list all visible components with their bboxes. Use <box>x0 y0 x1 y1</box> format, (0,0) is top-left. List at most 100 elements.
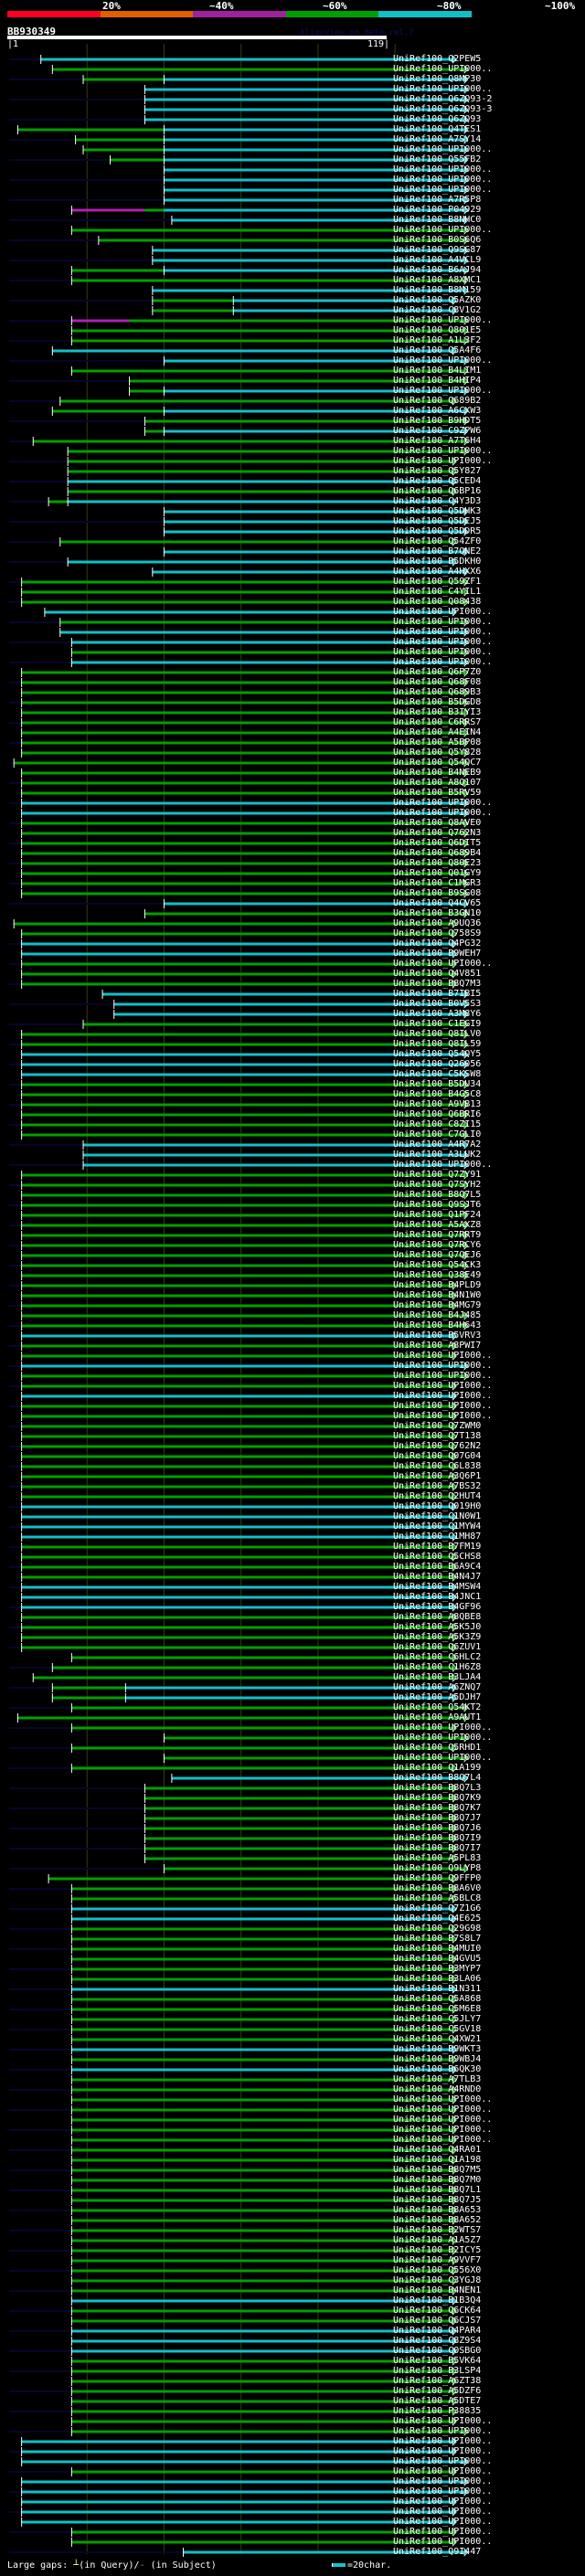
hit-label[interactable]: UniRef100_Q5Y828 <box>393 747 482 758</box>
hit-label[interactable]: UniRef100_B6QK30 <box>393 2064 482 2074</box>
hit-label[interactable]: UniRef100_Q54CK3 <box>393 1260 482 1270</box>
hit-label[interactable]: UniRef100_Q01GY9 <box>393 868 482 878</box>
hit-label[interactable]: UniRef100_Q4V851 <box>393 969 482 979</box>
hit-label[interactable]: UniRef100_B5DKH0 <box>393 557 482 567</box>
hit-label[interactable]: UniRef100_Q5CED4 <box>393 476 482 486</box>
hit-label[interactable]: UniRef100_B8Q7L5 <box>393 1190 482 1200</box>
hit-label[interactable]: UniRef100_B0S6Q6 <box>393 235 482 245</box>
hit-label[interactable]: UniRef100_B8Q7K9 <box>393 1793 482 1803</box>
hit-label[interactable]: UniRef100_B4LIM1 <box>393 366 482 376</box>
hit-label[interactable]: UniRef100_B4NEN1 <box>393 2285 482 2295</box>
hit-label[interactable]: UniRef100_Q54QC7 <box>393 758 482 768</box>
hit-label[interactable]: UniRef100_UPI000.. <box>393 185 493 195</box>
hit-label[interactable]: UniRef100_B5RV59 <box>393 788 482 798</box>
hit-label[interactable]: UniRef100_B9SG08 <box>393 888 482 898</box>
hit-label[interactable]: UniRef100_B5DU34 <box>393 1079 482 1089</box>
hit-label[interactable]: UniRef100_A3LUK2 <box>393 1150 482 1160</box>
hit-label[interactable]: UniRef100_UPI000.. <box>393 1723 493 1733</box>
hit-label[interactable]: UniRef100_Q9FFP0 <box>393 1873 482 1883</box>
hit-label[interactable]: UniRef100_A6CXW3 <box>393 406 482 416</box>
hit-label[interactable]: UniRef100_B4NEB9 <box>393 768 482 778</box>
hit-label[interactable]: UniRef100_B7QNE2 <box>393 546 482 557</box>
hit-label[interactable]: UniRef100_B4HIP4 <box>393 376 482 386</box>
hit-label[interactable]: UniRef100_UPI000.. <box>393 355 493 366</box>
hit-label[interactable]: UniRef100_A7TLB3 <box>393 2074 482 2084</box>
hit-label[interactable]: UniRef100_Q758S9 <box>393 928 482 938</box>
hit-label[interactable]: UniRef100_B8NHC0 <box>393 215 482 225</box>
hit-label[interactable]: UniRef100_Q6BRI6 <box>393 1109 482 1119</box>
hit-label[interactable]: UniRef100_Q59ZF1 <box>393 577 482 587</box>
hit-label[interactable]: UniRef100_Q7ZY91 <box>393 1170 482 1180</box>
hit-label[interactable]: UniRef100_Q4PG32 <box>393 938 482 949</box>
hit-label[interactable]: UniRef100_B8Q7L4 <box>393 1773 482 1783</box>
hit-label[interactable]: UniRef100_B7S8L7 <box>393 1934 482 1944</box>
hit-label[interactable]: UniRef100_B3LSP4 <box>393 2366 482 2376</box>
hit-label[interactable]: UniRef100_UPI000.. <box>393 175 493 185</box>
hit-label[interactable]: UniRef100_B8A6V0 <box>393 1883 482 1893</box>
hit-label[interactable]: UniRef100_Q7SYH2 <box>393 1180 482 1190</box>
hit-label[interactable]: UniRef100_B3GN10 <box>393 908 482 918</box>
hit-label[interactable]: UniRef100_Q55FB2 <box>393 154 482 164</box>
hit-label[interactable]: UniRef100_B5VRV3 <box>393 1330 482 1341</box>
hit-label[interactable]: UniRef100_Q54KT2 <box>393 1702 482 1712</box>
hit-label[interactable]: UniRef100_Q762N3 <box>393 828 482 838</box>
hit-label[interactable]: UniRef100_C8V1G2 <box>393 305 482 315</box>
hit-label[interactable]: UniRef100_UPI000.. <box>393 637 493 647</box>
hit-label[interactable]: UniRef100_UPI000.. <box>393 1391 493 1401</box>
hit-label[interactable]: UniRef100_Q7Z1G6 <box>393 1903 482 1913</box>
hit-label[interactable]: UniRef100_A5DJH7 <box>393 1692 482 1702</box>
hit-label[interactable]: UniRef100_Q801E5 <box>393 325 482 335</box>
hit-label[interactable]: UniRef100_A9AUT1 <box>393 1712 482 1723</box>
hit-label[interactable]: UniRef100_C4XW21 <box>393 2034 482 2044</box>
hit-label[interactable]: UniRef100_B4GVU5 <box>393 1954 482 1964</box>
hit-label[interactable]: UniRef100_C1MH87 <box>393 1532 482 1542</box>
hit-label[interactable]: UniRef100_A8XMC1 <box>393 275 482 285</box>
hit-label[interactable]: UniRef100_UPI000.. <box>393 1160 493 1170</box>
hit-label[interactable]: UniRef100_B2ICY5 <box>393 2245 482 2255</box>
hit-label[interactable]: UniRef100_B4N4J7 <box>393 1572 482 1582</box>
hit-label[interactable]: UniRef100_Q4CV65 <box>393 898 482 908</box>
hit-label[interactable]: UniRef100_B9WBJ4 <box>393 2054 482 2064</box>
hit-label[interactable]: UniRef100_A9VB13 <box>393 1099 482 1109</box>
hit-label[interactable]: UniRef100_B9WKT3 <box>393 2044 482 2054</box>
hit-label[interactable]: UniRef100_Q2HUT4 <box>393 1491 482 1501</box>
hit-label[interactable]: UniRef100_A8QBE8 <box>393 1612 482 1622</box>
hit-label[interactable]: UniRef100_UPI000.. <box>393 1381 493 1391</box>
hit-label[interactable]: UniRef100_Q8IL59 <box>393 1039 482 1049</box>
hit-label[interactable]: UniRef100_C1EGI9 <box>393 1019 482 1029</box>
hit-label[interactable]: UniRef100_Q7RCY6 <box>393 1240 482 1250</box>
hit-label[interactable]: UniRef100_B5DGD8 <box>393 697 482 707</box>
hit-label[interactable]: UniRef100_Q54QY5 <box>393 1049 482 1059</box>
hit-label[interactable]: UniRef100_C4Y3D3 <box>393 496 482 506</box>
hit-label[interactable]: UniRef100_C5M6E8 <box>393 2004 482 2014</box>
hit-label[interactable]: UniRef100_B8Q7L1 <box>393 2185 482 2195</box>
hit-label[interactable]: UniRef100_B4G5C8 <box>393 1089 482 1099</box>
hit-label[interactable]: UniRef100_A5PL83 <box>393 1853 482 1863</box>
hit-label[interactable]: UniRef100_B8Q7I9 <box>393 1833 482 1843</box>
hit-label[interactable]: UniRef100_A5AXZ8 <box>393 1220 482 1230</box>
hit-label[interactable]: UniRef100_B7FM19 <box>393 1542 482 1552</box>
hit-label[interactable]: UniRef100_B3MYP7 <box>393 1964 482 1974</box>
hit-label[interactable]: UniRef100_B9WEH7 <box>393 949 482 959</box>
hit-label[interactable]: UniRef100_Q5DHK3 <box>393 506 482 516</box>
hit-label[interactable]: UniRef100_C5GV18 <box>393 2024 482 2034</box>
hit-label[interactable]: UniRef100_Q80E23 <box>393 858 482 868</box>
hit-label[interactable]: UniRef100_Q7RRT9 <box>393 1230 482 1240</box>
hit-label[interactable]: UniRef100_UPI000.. <box>393 1351 493 1361</box>
hit-label[interactable]: UniRef100_Q9LYP8 <box>393 1863 482 1873</box>
hit-label[interactable]: UniRef100_B8Q7J7 <box>393 1813 482 1823</box>
hit-label[interactable]: UniRef100_Q7ZWM0 <box>393 1421 482 1431</box>
hit-label[interactable]: UniRef100_UPI000.. <box>393 2135 493 2145</box>
hit-label[interactable]: UniRef100_UPI000.. <box>393 446 493 456</box>
hit-label[interactable]: UniRef100_UPI000.. <box>393 2416 493 2426</box>
hit-label[interactable]: UniRef100_UPI000.. <box>393 808 493 818</box>
hit-label[interactable]: UniRef100_Q6BP16 <box>393 486 482 496</box>
hit-label[interactable]: UniRef100_B8Q7I7 <box>393 1843 482 1853</box>
hit-label[interactable]: UniRef100_C3YGJ8 <box>393 2275 482 2285</box>
hit-label[interactable]: UniRef100_A4HXX6 <box>393 567 482 577</box>
hit-label[interactable]: UniRef100_UPI000.. <box>393 627 493 637</box>
hit-label[interactable]: UniRef100_Q6ZQ93-2 <box>393 94 493 104</box>
hit-label[interactable]: UniRef100_A5K3Z9 <box>393 1632 482 1642</box>
hit-label[interactable]: UniRef100_UPI000.. <box>393 2466 493 2476</box>
hit-label[interactable]: UniRef100_B0V5S3 <box>393 999 482 1009</box>
